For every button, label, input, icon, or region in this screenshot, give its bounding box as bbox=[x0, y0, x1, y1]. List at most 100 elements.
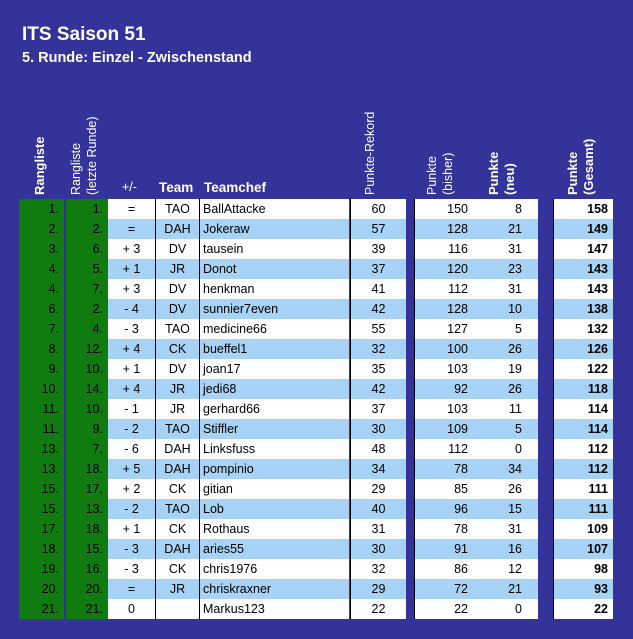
team-cell: TAO bbox=[155, 419, 199, 439]
gesamt-cell: 93 bbox=[553, 579, 613, 599]
neu-cell: 31 bbox=[476, 239, 538, 259]
header-neu-2: (neu) bbox=[502, 163, 517, 195]
page-title: ITS Saison 51 bbox=[22, 24, 146, 45]
team-cell: DAH bbox=[155, 219, 199, 239]
rank-cell: 9. bbox=[19, 359, 64, 379]
header-diff: +/- bbox=[122, 180, 137, 194]
rekord-cell: 42 bbox=[350, 299, 406, 319]
prev-rank-cell: 9. bbox=[66, 419, 108, 439]
teamchef-cell: pompinio bbox=[199, 459, 349, 479]
bisher-cell: 96 bbox=[414, 499, 476, 519]
teamchef-cell: aries55 bbox=[199, 539, 349, 559]
teamchef-cell: Jokeraw bbox=[199, 219, 349, 239]
gesamt-cell: 149 bbox=[553, 219, 613, 239]
rank-cell: 3. bbox=[19, 239, 64, 259]
bisher-cell: 91 bbox=[414, 539, 476, 559]
neu-cell: 0 bbox=[476, 439, 538, 459]
teamchef-cell: medicine66 bbox=[199, 319, 349, 339]
diff-cell: + 1 bbox=[108, 519, 155, 539]
prev-rank-cell: 14. bbox=[66, 379, 108, 399]
prev-rank-cell: 5. bbox=[66, 259, 108, 279]
rekord-cell: 32 bbox=[350, 559, 406, 579]
bisher-cell: 78 bbox=[414, 459, 476, 479]
diff-cell: - 3 bbox=[108, 319, 155, 339]
header-rangliste-letzte-2: (letzte Runde) bbox=[85, 116, 99, 195]
teamchef-cell: Markus123 bbox=[199, 599, 349, 619]
prev-rank-cell: 4. bbox=[66, 319, 108, 339]
neu-cell: 26 bbox=[476, 379, 538, 399]
gesamt-cell: 22 bbox=[553, 599, 613, 619]
rank-cell: 6. bbox=[19, 299, 64, 319]
neu-cell: 8 bbox=[476, 199, 538, 219]
team-cell bbox=[155, 599, 199, 619]
neu-cell: 11 bbox=[476, 399, 538, 419]
gesamt-cell: 111 bbox=[553, 499, 613, 519]
teamchef-cell: gerhard66 bbox=[199, 399, 349, 419]
rekord-cell: 29 bbox=[350, 479, 406, 499]
teamchef-cell: henkman bbox=[199, 279, 349, 299]
diff-cell: - 2 bbox=[108, 499, 155, 519]
prev-rank-cell: 17. bbox=[66, 479, 108, 499]
neu-cell: 5 bbox=[476, 319, 538, 339]
neu-cell: 10 bbox=[476, 299, 538, 319]
neu-cell: 15 bbox=[476, 499, 538, 519]
team-cell: JR bbox=[155, 259, 199, 279]
header-neu-1: Punkte bbox=[486, 151, 501, 195]
bisher-cell: 100 bbox=[414, 339, 476, 359]
rank-cell: 13. bbox=[19, 459, 64, 479]
prev-rank-cell: 18. bbox=[66, 519, 108, 539]
bisher-cell: 22 bbox=[414, 599, 476, 619]
neu-cell: 12 bbox=[476, 559, 538, 579]
rank-cell: 11. bbox=[19, 399, 64, 419]
team-cell: JR bbox=[155, 579, 199, 599]
header-team: Team bbox=[159, 180, 194, 195]
diff-cell: + 2 bbox=[108, 479, 155, 499]
team-cell: DV bbox=[155, 359, 199, 379]
header-rangliste: Rangliste bbox=[32, 136, 47, 195]
team-cell: CK bbox=[155, 559, 199, 579]
gesamt-cell: 122 bbox=[553, 359, 613, 379]
rank-cell: 19. bbox=[19, 559, 64, 579]
teamchef-cell: Linksfuss bbox=[199, 439, 349, 459]
teamchef-cell: BallAttacke bbox=[199, 199, 349, 219]
rank-cell: 21. bbox=[19, 599, 64, 619]
rank-cell: 10. bbox=[19, 379, 64, 399]
prev-rank-cell: 2. bbox=[66, 219, 108, 239]
gesamt-cell: 112 bbox=[553, 439, 613, 459]
rekord-cell: 34 bbox=[350, 459, 406, 479]
prev-rank-cell: 15. bbox=[66, 539, 108, 559]
team-cell: DAH bbox=[155, 439, 199, 459]
teamchef-cell: chriskraxner bbox=[199, 579, 349, 599]
team-cell: TAO bbox=[155, 199, 199, 219]
rekord-cell: 57 bbox=[350, 219, 406, 239]
prev-rank-cell: 21. bbox=[66, 599, 108, 619]
rank-cell: 15. bbox=[19, 499, 64, 519]
gesamt-cell: 111 bbox=[553, 479, 613, 499]
neu-cell: 31 bbox=[476, 279, 538, 299]
rank-cell: 13. bbox=[19, 439, 64, 459]
bisher-cell: 127 bbox=[414, 319, 476, 339]
rank-cell: 2. bbox=[19, 219, 64, 239]
bisher-cell: 109 bbox=[414, 419, 476, 439]
rank-cell: 17. bbox=[19, 519, 64, 539]
bisher-cell: 78 bbox=[414, 519, 476, 539]
teamchef-cell: bueffel1 bbox=[199, 339, 349, 359]
header-teamchef: Teamchef bbox=[204, 180, 267, 195]
bisher-cell: 72 bbox=[414, 579, 476, 599]
neu-cell: 21 bbox=[476, 579, 538, 599]
diff-cell: - 2 bbox=[108, 419, 155, 439]
rekord-cell: 55 bbox=[350, 319, 406, 339]
bisher-cell: 112 bbox=[414, 279, 476, 299]
teamchef-cell: Rothaus bbox=[199, 519, 349, 539]
prev-rank-cell: 13. bbox=[66, 499, 108, 519]
header-gesamt-1: Punkte bbox=[565, 151, 580, 195]
rank-cell: 4. bbox=[19, 279, 64, 299]
header-bisher-2: (bisher) bbox=[441, 152, 455, 195]
diff-cell: + 3 bbox=[108, 279, 155, 299]
rekord-cell: 60 bbox=[350, 199, 406, 219]
rekord-cell: 48 bbox=[350, 439, 406, 459]
gesamt-cell: 132 bbox=[553, 319, 613, 339]
gesamt-cell: 138 bbox=[553, 299, 613, 319]
rank-cell: 11. bbox=[19, 419, 64, 439]
neu-cell: 5 bbox=[476, 419, 538, 439]
